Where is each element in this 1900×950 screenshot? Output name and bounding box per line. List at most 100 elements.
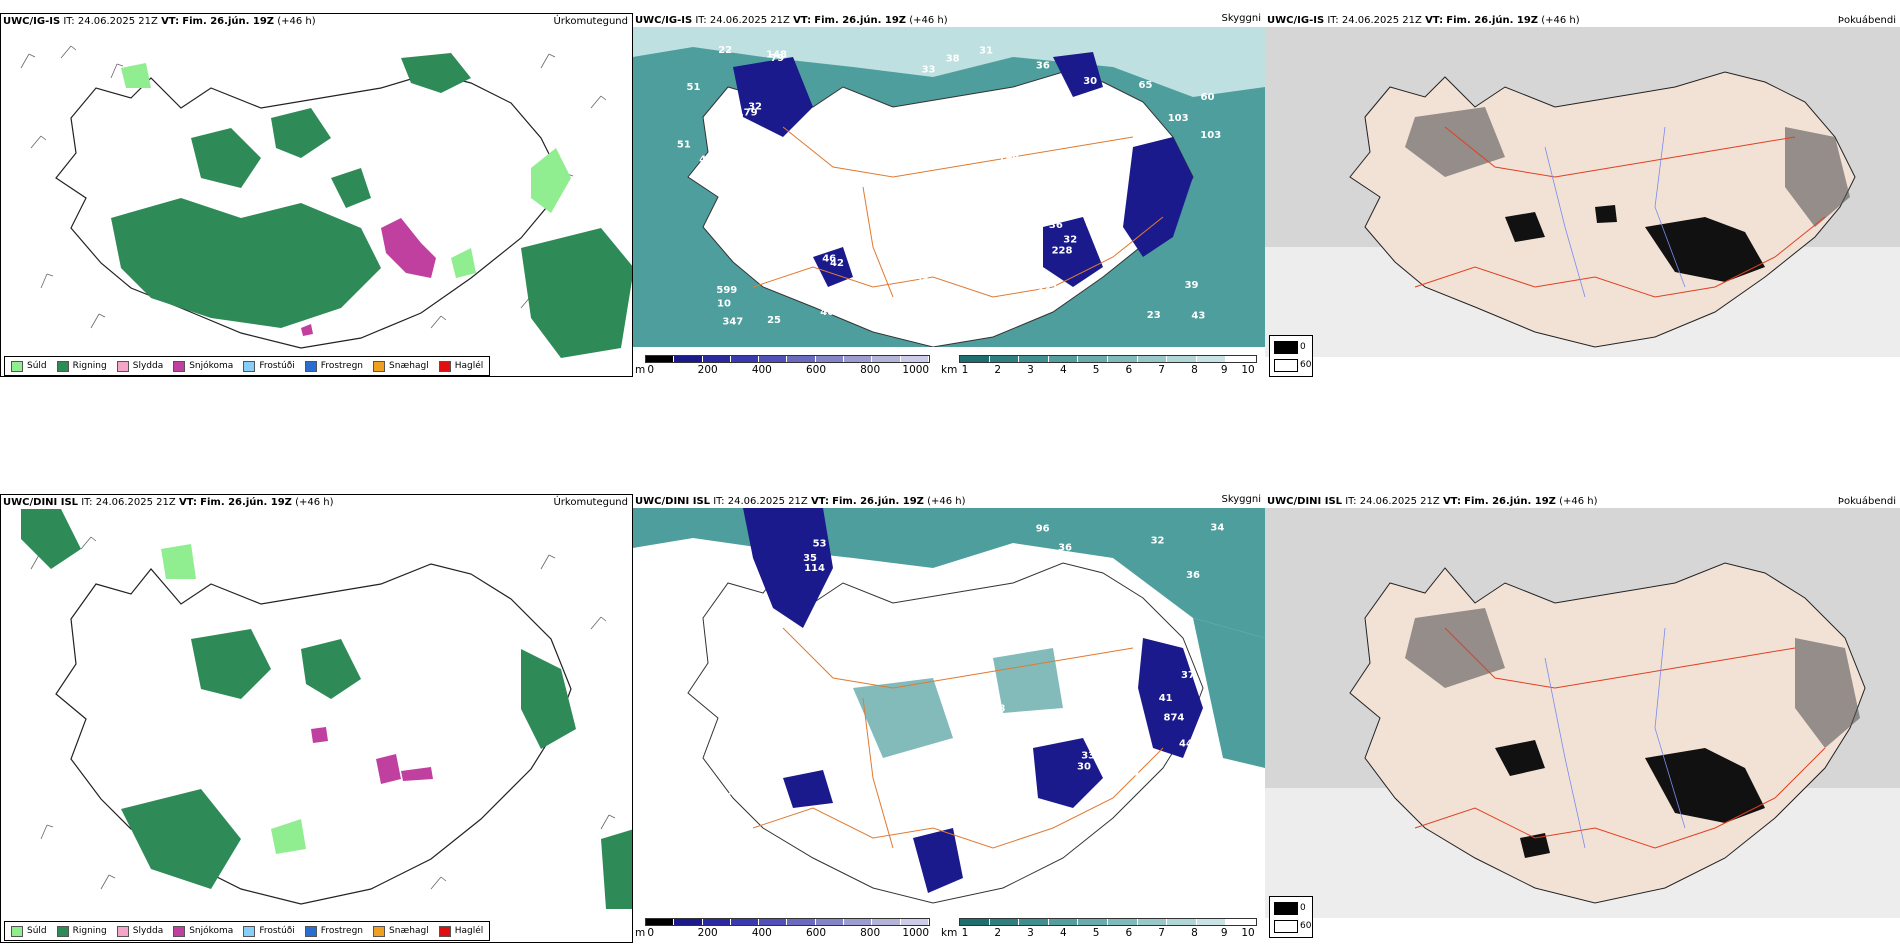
ceiling-value-label: 149 [1178,839,1199,850]
fog-index-panel-bottom: UWC/DINI ISL IT: 24.06.2025 21Z VT: Fim.… [1265,494,1900,943]
ceiling-value-label: 10 [1101,680,1115,691]
ceiling-value-label: 23 [867,137,881,148]
panel-header: UWC/DINI ISL IT: 24.06.2025 21Z VT: Fim.… [1267,496,1598,507]
ceiling-value-label: 51 [687,82,701,93]
ceiling-value-label: 40 [740,163,754,174]
fog-areas [1505,205,1765,282]
legend-item: Súld [11,360,47,372]
ceiling-value-label: 740 [918,181,939,192]
ceiling-value-label: 65 [892,625,906,636]
precip-type-panel-top: UWC/IG-IS IT: 24.06.2025 21Z VT: Fim. 26… [0,13,633,377]
legend-item: Rigning [56,360,107,372]
ceiling-value-label: 28 [1045,810,1059,821]
ceiling-value-label: 32 [1063,234,1077,245]
low-ceiling-areas [743,508,1203,893]
ceiling-value-label: 91 [852,139,866,150]
ceiling-value-label: 31 [1044,83,1058,94]
ceiling-value-label: 51 [677,140,691,151]
ceiling-value-label: 30 [1077,762,1091,773]
ceiling-colorbar: m 0 200 400 600 800 1000 [635,918,935,940]
ceiling-value-label: 96 [1036,524,1050,535]
ceiling-value-label: 46 [820,307,834,318]
roads [1414,627,1826,849]
ceiling-value-label: 116 [1076,727,1097,738]
drizzle-areas [121,63,571,278]
panel-header: UWC/DINI ISL IT: 24.06.2025 21Z VT: Fim.… [635,496,966,507]
ceiling-value-label: 31 [1107,835,1121,846]
ceiling-value-label: 86 [915,178,929,189]
ceiling-value-label: 48 [753,773,767,784]
legend-item: Haglél [438,360,483,372]
ceiling-value-label: 36 [1186,570,1200,581]
ceiling-value-label: 52 [844,707,858,718]
legend-item: Rigning [56,925,107,937]
rivers [1544,627,1686,849]
visibility-panel-bottom: UWC/DINI ISL IT: 24.06.2025 21Z VT: Fim.… [633,494,1265,943]
ceiling-value-label: 36 [1036,60,1050,71]
wind-barbs [20,45,616,329]
ceiling-value-label: 60 [919,104,933,115]
fog-map [1265,27,1900,357]
legend-item: Slydda [116,925,163,937]
fog-gradient-areas [1405,608,1860,748]
ceiling-value-label: 138 [819,105,840,116]
fog-legend: 0 60 [1269,335,1313,377]
panel-title: Úrkomutegund [553,16,628,27]
ceiling-value-label: 75 [1092,222,1106,233]
ceiling-value-label: 42 [699,154,713,165]
ceiling-value-label: 121 [1038,283,1059,294]
drizzle-areas [161,544,306,854]
ceiling-value-label: 58 [722,696,736,707]
ceiling-value-label: 41 [1159,693,1173,704]
ceiling-value-label: 37 [1181,670,1195,681]
ceiling-value-label: 58 [945,806,959,817]
fog-legend: 0 60 [1269,896,1313,938]
ceiling-value-label: 59 [975,849,989,860]
ceiling-value-label: 56 [975,132,989,143]
ceiling-value-label: 148 [766,50,787,61]
ceiling-value-label: 298 [997,170,1018,181]
snow-areas [311,727,433,784]
panel-title: Þokuábendi [1837,15,1896,26]
visibility-panel-top: UWC/IG-IS IT: 24.06.2025 21Z VT: Fim. 26… [633,13,1265,377]
low-ceiling-areas [733,52,1193,287]
ceiling-value-label: 179 [737,107,758,118]
legend-item: Haglél [438,925,483,937]
ceiling-value-label: 46 [822,254,836,265]
ceiling-value-label: 34 [1006,152,1020,163]
ceiling-value-label: 36 [1058,542,1072,553]
visibility-map: 110 179 740 599 159 42 36 44 31 59 79 43 40 60 68 52 25 6… [633,27,1265,347]
ceiling-value-label: 44 [1179,738,1193,749]
precip-legend: Súld Rigning Slydda Snjókoma Frostúði Fr… [4,356,491,376]
ceiling-value-label: 96 [742,261,756,272]
visibility-colorbar: km 1 2 3 4 5 6 7 8 9 10 [941,355,1261,377]
ceiling-value-label: 347 [722,316,743,327]
ceiling-value-label: 35 [805,287,819,298]
ceiling-value-label: 114 [804,563,825,574]
ceiling-value-label: 74 [970,272,984,283]
ceiling-value-label: 39 [899,629,913,640]
visibility-colorbar: km 1 2 3 4 5 6 7 8 9 10 [941,918,1261,940]
ceiling-value-label: 33 [996,163,1010,174]
ceiling-value-label: 43 [1191,311,1205,322]
rain-areas [111,53,632,358]
snow-areas [301,218,436,336]
precip-type-panel-bottom: UWC/DINI ISL IT: 24.06.2025 21Z VT: Fim.… [0,494,633,943]
roads [752,627,1164,849]
ceiling-value-label: 65 [1139,80,1153,91]
ceiling-value-label: 228 [1052,245,1073,256]
fog-areas [1495,740,1765,858]
ceiling-value-label: 103 [1200,130,1221,141]
precip-legend: Súld Rigning Slydda Snjókoma Frostúði Fr… [4,921,491,941]
ceiling-value-label: 59 [982,175,996,186]
ceiling-value-label: 51 [870,645,884,656]
panel-header: UWC/IG-IS IT: 24.06.2025 21Z VT: Fim. 26… [635,15,948,26]
ceiling-value-label: 218 [925,283,946,294]
legend-item: Snjókoma [173,360,233,372]
ceiling-value-label: 38 [946,54,960,65]
rain-areas [21,509,632,909]
ceiling-value-label: 110 [944,196,965,207]
ceiling-value-label: 33 [1081,751,1095,762]
legend-item: Frostúði [243,925,295,937]
ceiling-value-label: 55 [792,149,806,160]
